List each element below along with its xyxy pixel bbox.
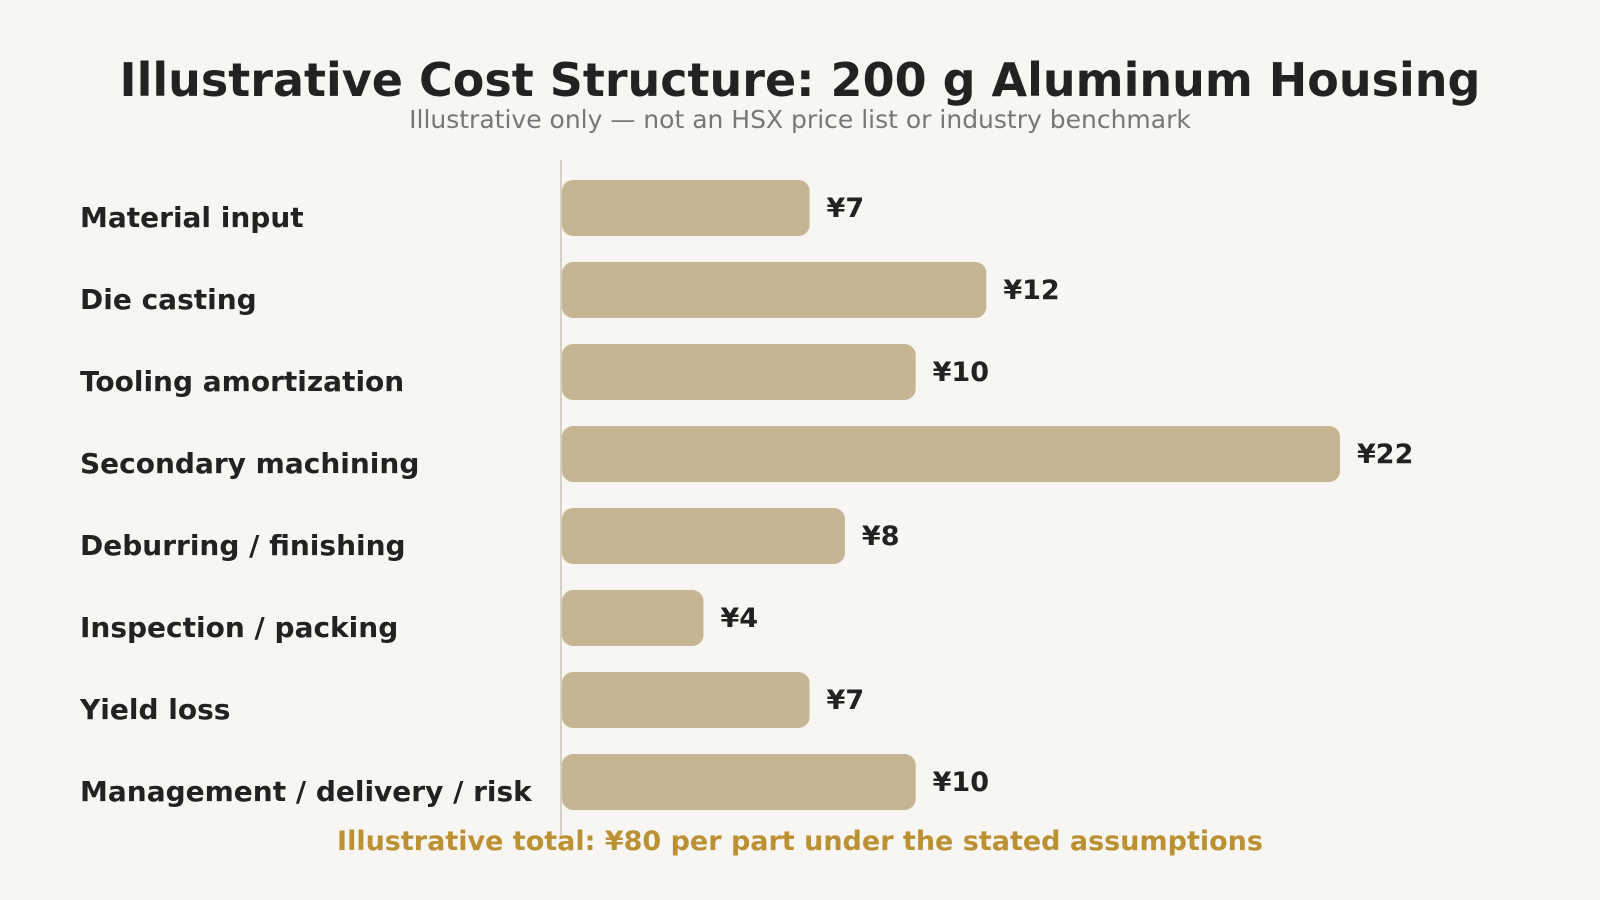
chart-subtitle: Illustrative only — not an HSX price lis… <box>409 105 1191 134</box>
bar-tooling-amortization <box>562 344 916 400</box>
value-label: ¥4 <box>720 603 758 634</box>
category-label: Inspection / packing <box>80 611 398 644</box>
category-label: Material input <box>80 201 304 234</box>
bar-yield-loss <box>562 672 810 728</box>
value-label: ¥22 <box>1357 439 1413 470</box>
category-label: Secondary machining <box>80 447 419 480</box>
category-label: Die casting <box>80 283 257 316</box>
category-label: Yield loss <box>79 693 230 726</box>
bar-die-casting <box>562 262 987 318</box>
bar-secondary-machining <box>562 426 1340 482</box>
bar-deburring-finishing <box>562 508 845 564</box>
category-label: Tooling amortization <box>80 365 404 398</box>
value-label: ¥12 <box>1003 275 1059 306</box>
value-label: ¥7 <box>827 685 865 716</box>
chart-title: Illustrative Cost Structure: 200 g Alumi… <box>120 53 1481 107</box>
value-label: ¥7 <box>827 193 865 224</box>
bars-group: Material input ¥7 Die casting ¥12 Tooling am… <box>79 180 1413 810</box>
chart-footer-total: Illustrative total: ¥80 per part under t… <box>337 826 1263 857</box>
value-label: ¥10 <box>933 357 989 388</box>
bar-material-input <box>562 180 810 236</box>
bar-management-delivery-risk <box>562 754 916 810</box>
value-label: ¥10 <box>933 767 989 798</box>
value-label: ¥8 <box>862 521 900 552</box>
category-label: Deburring / finishing <box>80 529 406 562</box>
bar-inspection-packing <box>562 590 704 646</box>
category-label: Management / delivery / risk <box>80 775 533 808</box>
